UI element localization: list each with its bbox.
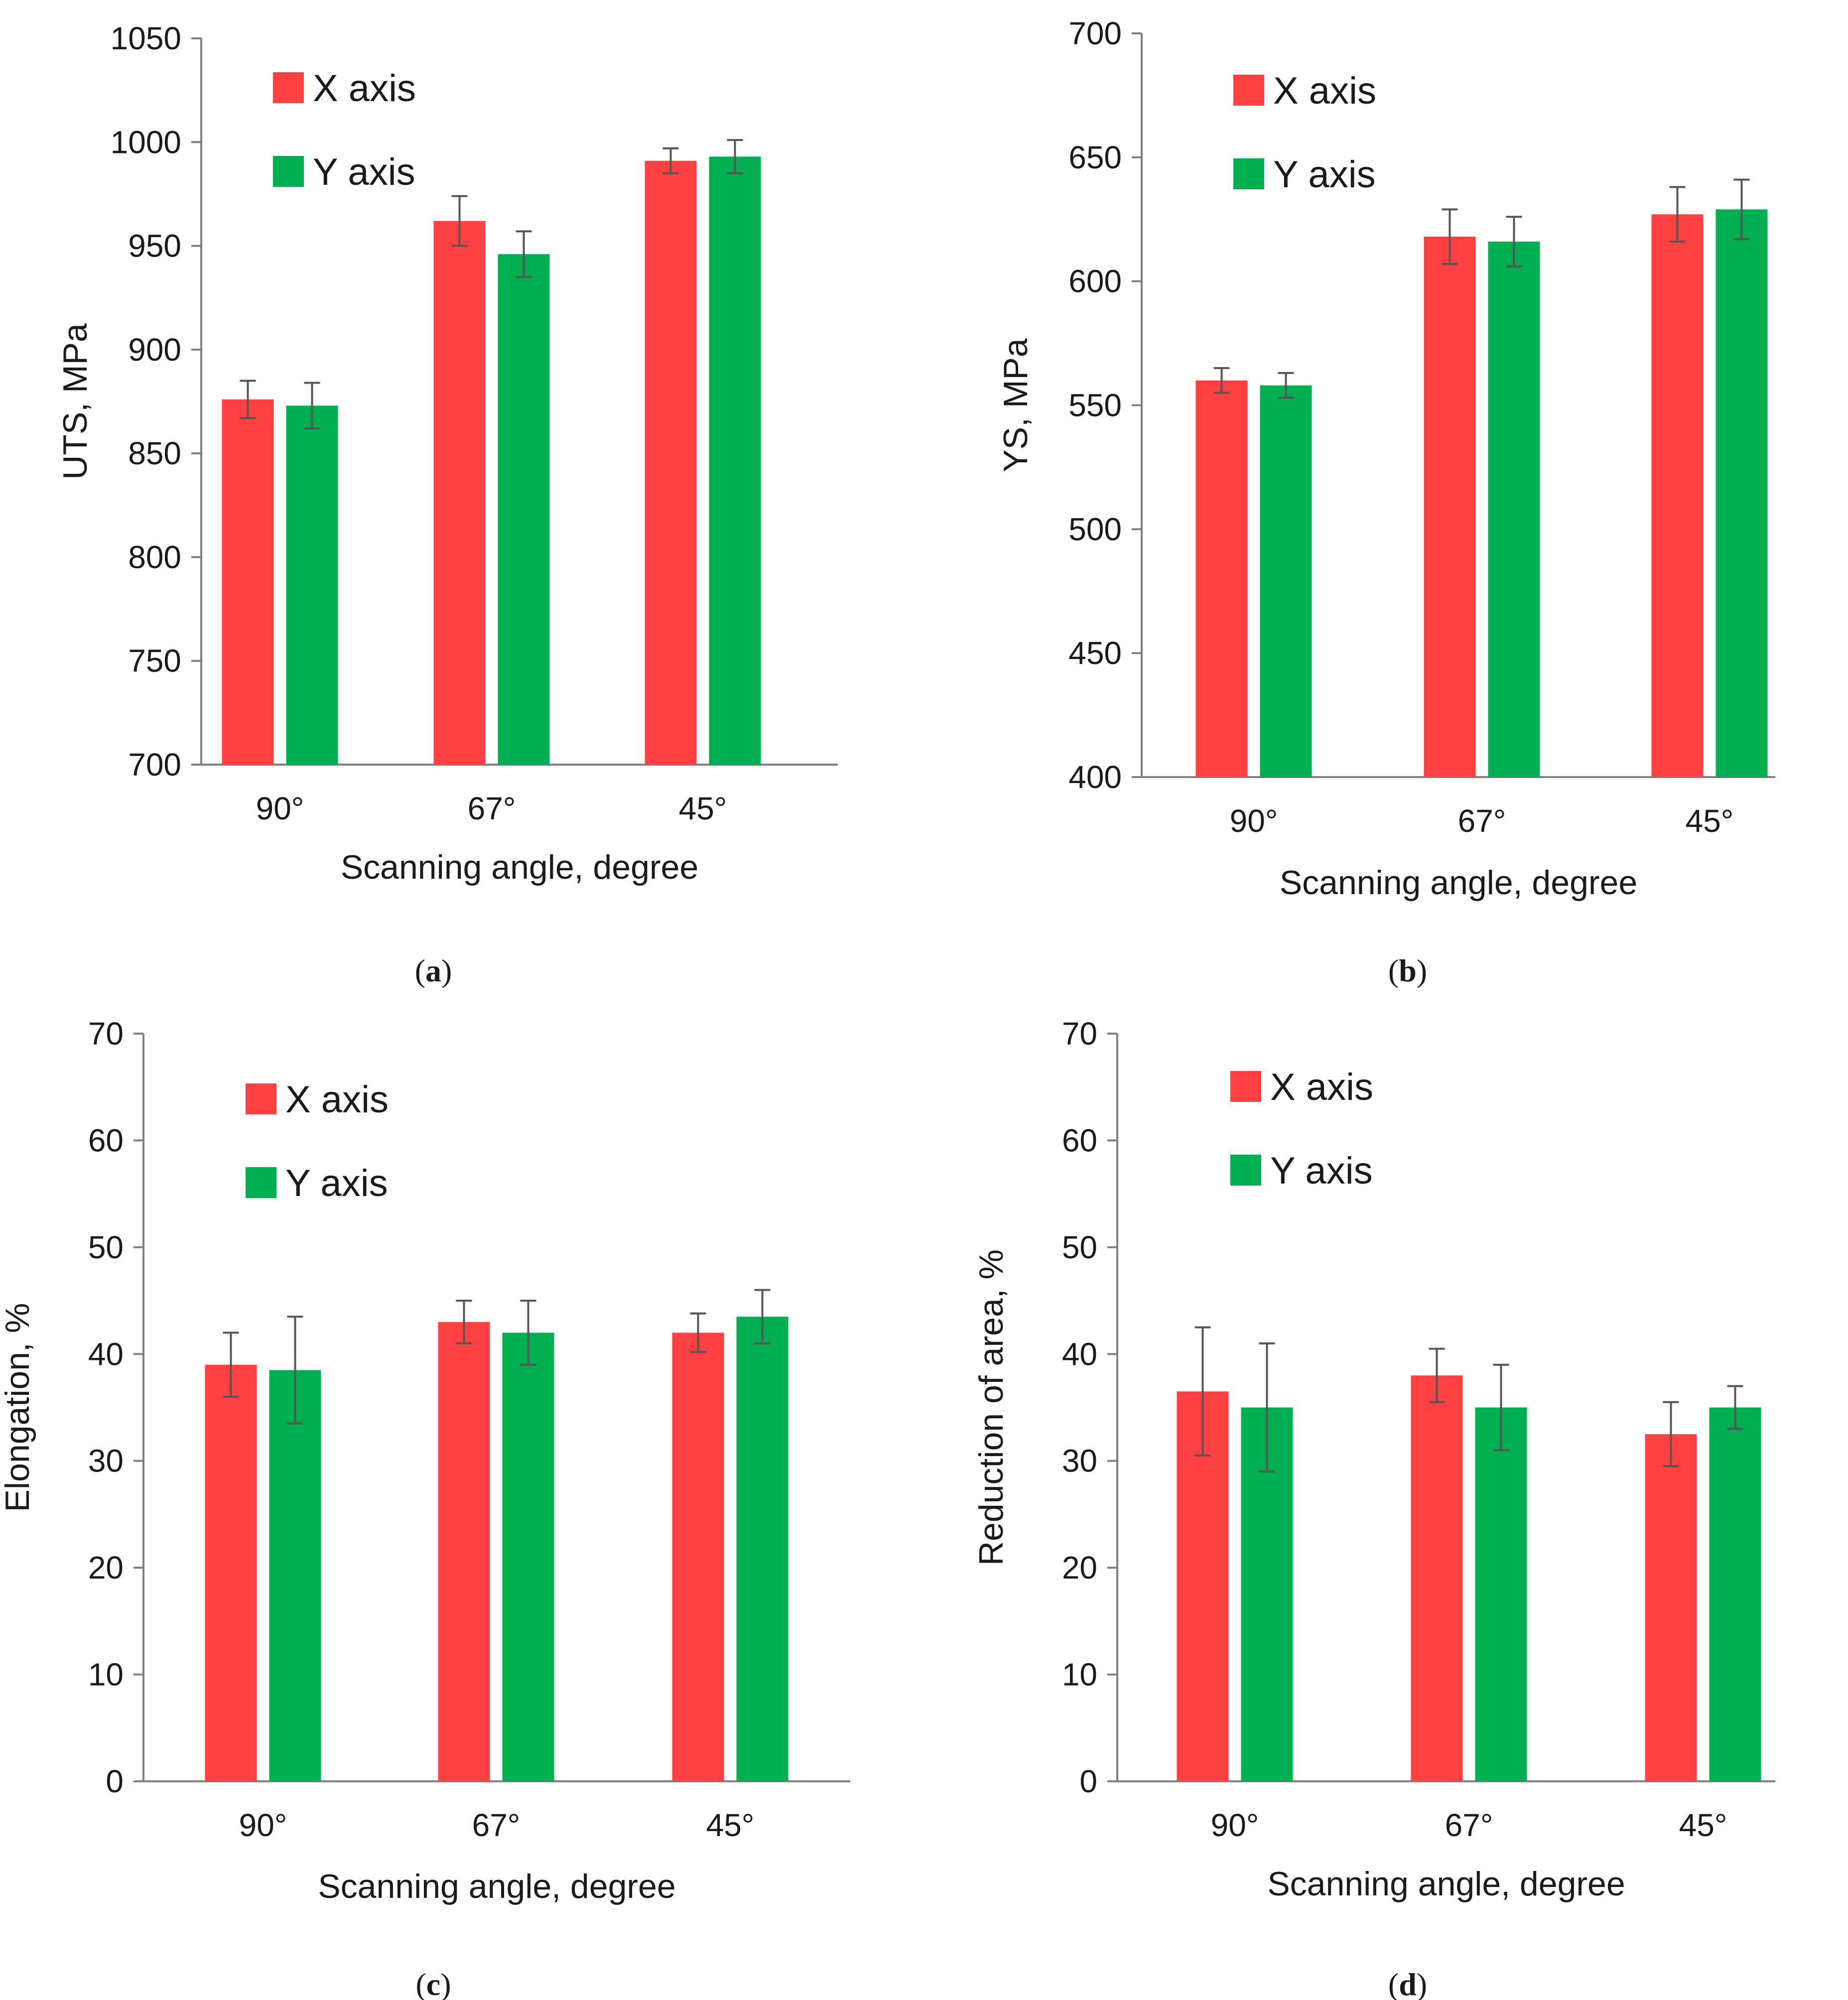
- bar-y-axis-2: [1488, 242, 1540, 777]
- bar-y-axis-3: [1716, 209, 1768, 778]
- bar-y-axis-1: [269, 1370, 321, 1781]
- y-tick-label: 1000: [111, 124, 181, 160]
- y-tick-label: 70: [1062, 1016, 1097, 1052]
- x-tick-label: 90°: [256, 791, 304, 826]
- y-tick-label: 60: [88, 1122, 124, 1158]
- legend-swatch-x-axis: [1230, 1071, 1261, 1102]
- chart-panel-3: 0 10 20 30 40 50 60 70 90° 67° 45° Scanning angle, …: [0, 1016, 850, 2000]
- y-tick-label: 10: [88, 1657, 124, 1693]
- y-tick-label: 400: [1068, 759, 1122, 795]
- y-tick-label: 50: [1062, 1229, 1097, 1265]
- y-tick-label: 0: [106, 1763, 124, 1799]
- bar-y-axis-1: [1260, 385, 1312, 777]
- legend-swatch-y-axis: [1230, 1155, 1261, 1186]
- bar-x-axis-2: [433, 221, 486, 765]
- bar-x-axis-1: [205, 1364, 257, 1781]
- panel-label: (a): [415, 953, 452, 988]
- bar-x-axis-3: [1645, 1434, 1697, 1781]
- x-tick-label: 45°: [1686, 803, 1734, 839]
- legend-swatch-y-axis: [1233, 158, 1264, 189]
- legend-label-y-axis: Y axis: [313, 151, 415, 193]
- y-tick-label: 950: [128, 228, 181, 264]
- legend-label-y-axis: Y axis: [285, 1162, 388, 1204]
- y-axis-title: YS, MPa: [997, 338, 1035, 472]
- panel-label: (c): [415, 1967, 451, 2000]
- y-tick-label: 50: [88, 1229, 124, 1265]
- y-tick-label: 500: [1068, 511, 1122, 547]
- x-tick-label: 67°: [468, 791, 516, 826]
- x-tick-label: 67°: [472, 1807, 521, 1843]
- y-tick-label: 450: [1068, 635, 1122, 671]
- bar-x-axis-3: [645, 160, 697, 765]
- bar-y-axis-3: [1709, 1407, 1761, 1781]
- y-axis-title: Elongation, %: [0, 1303, 36, 1512]
- legend-label-x-axis: X axis: [1273, 70, 1376, 112]
- bar-x-axis-2: [1411, 1375, 1463, 1781]
- x-axis-title: Scanning angle, degree: [1280, 864, 1637, 902]
- legend-label-y-axis: Y axis: [1270, 1150, 1373, 1192]
- x-tick-label: 45°: [679, 791, 727, 826]
- legend-swatch-x-axis: [273, 72, 304, 103]
- x-tick-label: 90°: [239, 1807, 287, 1843]
- x-tick-label: 90°: [1211, 1807, 1259, 1843]
- y-tick-label: 30: [88, 1443, 124, 1479]
- x-axis-title: Scanning angle, degree: [1267, 1865, 1625, 1903]
- y-axis-title: Reduction of area, %: [972, 1249, 1010, 1566]
- y-tick-label: 700: [1068, 15, 1122, 51]
- y-tick-label: 650: [1068, 139, 1122, 175]
- legend-label-x-axis: X axis: [285, 1078, 389, 1121]
- bar-x-axis-3: [1651, 214, 1704, 778]
- y-tick-label: 550: [1068, 388, 1122, 423]
- panel-label: (b): [1388, 953, 1427, 988]
- y-tick-label: 900: [128, 332, 181, 368]
- panel-label: (d): [1388, 1967, 1427, 2000]
- bar-y-axis-2: [1475, 1407, 1527, 1781]
- legend-label-x-axis: X axis: [313, 67, 416, 110]
- y-axis-title: UTS, MPa: [56, 323, 94, 480]
- y-tick-label: 850: [128, 435, 181, 471]
- y-tick-label: 20: [1062, 1550, 1097, 1586]
- bar-y-axis-1: [286, 405, 338, 765]
- y-tick-label: 700: [128, 747, 181, 783]
- legend-label-y-axis: Y axis: [1273, 153, 1376, 196]
- y-tick-label: 40: [88, 1336, 124, 1372]
- bar-x-axis-2: [1424, 237, 1476, 777]
- y-tick-label: 40: [1062, 1336, 1097, 1372]
- y-tick-label: 30: [1062, 1443, 1097, 1479]
- y-tick-label: 60: [1062, 1122, 1097, 1158]
- bar-x-axis-2: [438, 1322, 490, 1781]
- bar-y-axis-2: [502, 1333, 554, 1781]
- legend-swatch-x-axis: [1233, 75, 1264, 106]
- legend-swatch-y-axis: [273, 156, 304, 187]
- y-tick-label: 70: [88, 1016, 124, 1052]
- x-tick-label: 45°: [1679, 1807, 1727, 1843]
- legend-label-x-axis: X axis: [1270, 1066, 1373, 1108]
- x-axis-title: Scanning angle, degree: [318, 1867, 675, 1905]
- x-tick-label: 45°: [706, 1807, 755, 1843]
- y-tick-label: 1050: [111, 20, 181, 56]
- bar-x-axis-1: [222, 399, 274, 765]
- legend-swatch-y-axis: [246, 1167, 276, 1198]
- bar-y-axis-2: [498, 254, 550, 765]
- x-tick-label: 67°: [1445, 1807, 1493, 1843]
- bar-x-axis-1: [1195, 380, 1248, 777]
- y-tick-label: 20: [88, 1550, 124, 1586]
- legend-swatch-x-axis: [246, 1083, 276, 1114]
- x-tick-label: 90°: [1230, 803, 1278, 839]
- chart-panel-2: 400 450 500 550 600 650 700 90° 67° 45° Scanning a…: [997, 15, 1775, 988]
- x-axis-title: Scanning angle, degree: [341, 848, 698, 886]
- chart-panel-1: 700 750 800 850 900 950 1000 1050 90° 67° 45° Scann…: [56, 20, 838, 988]
- bar-x-axis-3: [672, 1333, 724, 1781]
- x-tick-label: 67°: [1458, 803, 1506, 839]
- y-tick-label: 10: [1062, 1657, 1097, 1693]
- y-tick-label: 600: [1068, 264, 1122, 299]
- bar-y-axis-3: [709, 156, 761, 765]
- bar-y-axis-3: [736, 1317, 789, 1781]
- y-tick-label: 0: [1079, 1763, 1097, 1799]
- chart-panel-4: 0 10 20 30 40 50 60 70 90° 67° 45° Scanning angle, …: [972, 1016, 1775, 2000]
- y-tick-label: 750: [128, 643, 181, 679]
- y-tick-label: 800: [128, 539, 181, 575]
